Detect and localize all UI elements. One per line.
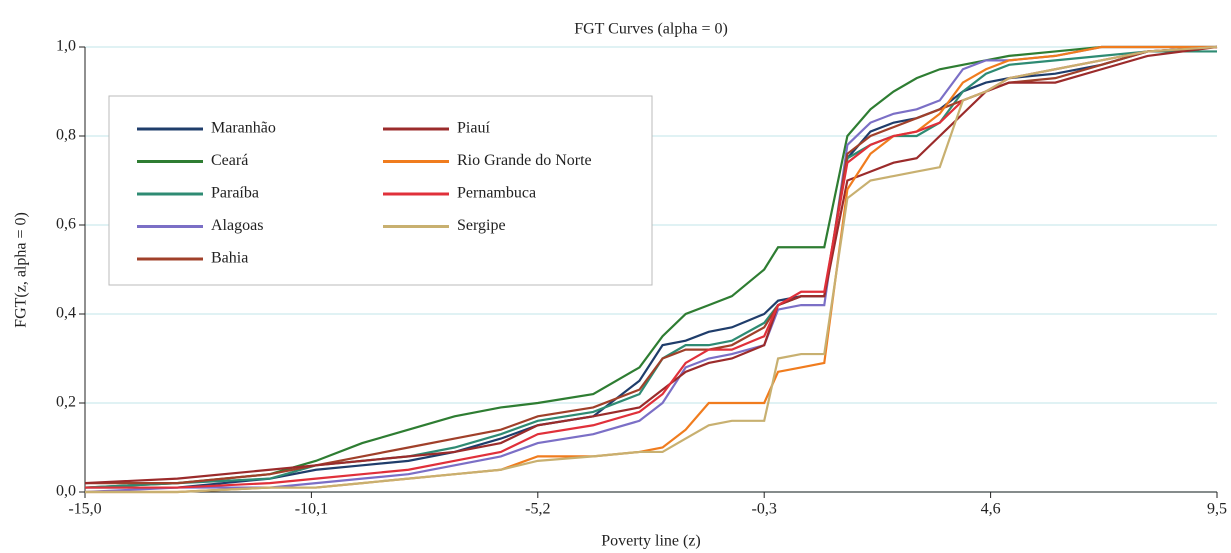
legend-label: Pernambuca (457, 185, 536, 202)
legend-label: Piauí (457, 120, 490, 137)
x-tick-label: -0,3 (752, 501, 777, 518)
x-axis-label: Poverty line (z) (601, 533, 701, 550)
legend-box (108, 95, 653, 286)
x-tick-label: -15,0 (68, 501, 101, 518)
x-tick-label: -10,1 (295, 501, 328, 518)
x-tick-label: 9,5 (1207, 501, 1227, 518)
x-tick-label: 4,6 (981, 501, 1001, 518)
legend-label: Alagoas (211, 217, 263, 234)
legend-label: Maranhão (211, 120, 276, 137)
x-tick-label: -5,2 (525, 501, 550, 518)
y-axis-label: FGT(z, alpha = 0) (13, 212, 30, 328)
series-line (85, 45, 1218, 494)
series-line (85, 45, 1218, 489)
legend-label: Sergipe (457, 217, 506, 234)
y-tick-label: 0,6 (56, 216, 76, 233)
y-tick-label: 0,0 (56, 483, 76, 500)
y-tick-label: 1,0 (56, 38, 76, 55)
y-tick-label: 0,8 (56, 127, 76, 144)
y-tick-label: 0,2 (56, 394, 76, 411)
chart-title: FGT Curves (alpha = 0) (574, 21, 728, 38)
legend-label: Bahia (211, 250, 248, 267)
legend-label: Rio Grande do Norte (457, 152, 592, 169)
legend-label: Paraíba (211, 185, 259, 202)
y-tick-label: 0,4 (56, 305, 76, 322)
legend-label: Ceará (211, 152, 248, 169)
